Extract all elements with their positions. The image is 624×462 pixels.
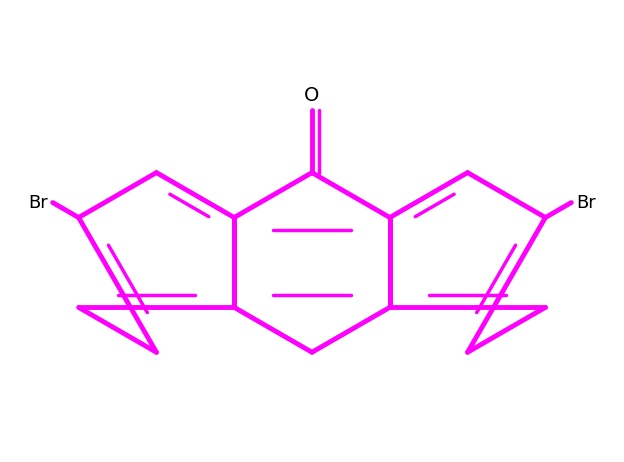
Text: O: O <box>305 86 319 105</box>
Text: Br: Br <box>577 194 596 212</box>
Text: Br: Br <box>28 194 47 212</box>
